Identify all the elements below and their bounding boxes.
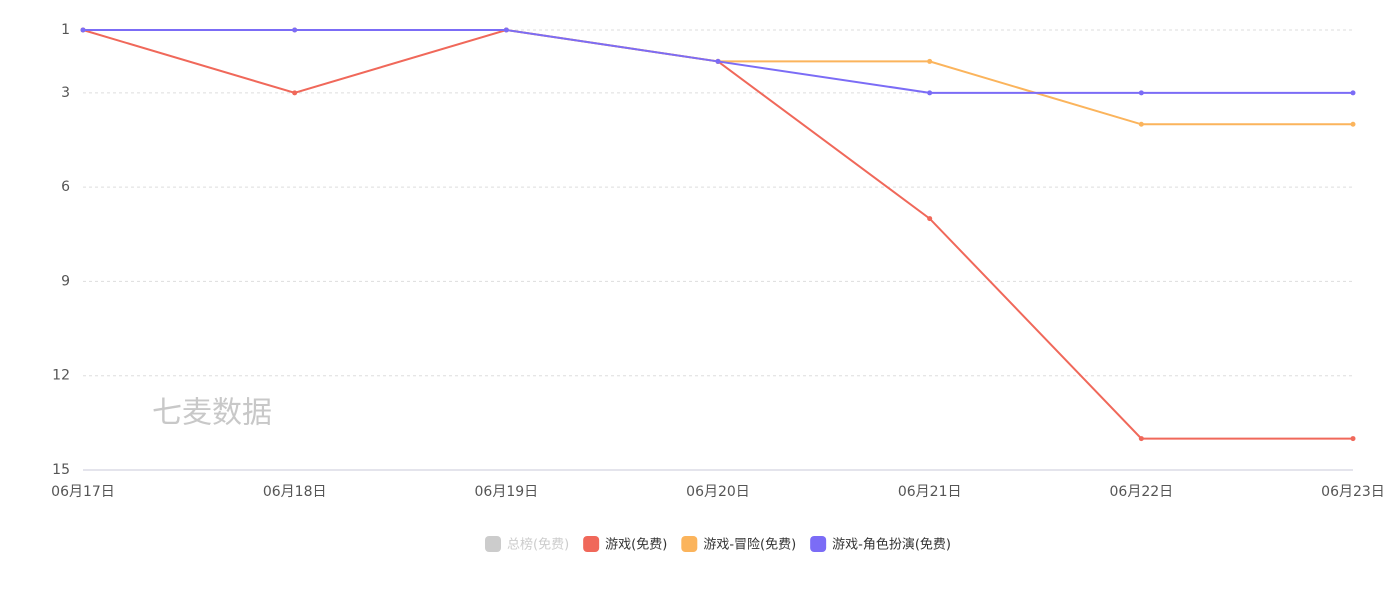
point [1350, 436, 1356, 442]
point [927, 90, 933, 96]
x-tick-label: 06月19日 [475, 484, 539, 500]
x-tick-label: 06月21日 [898, 484, 962, 500]
point [80, 27, 86, 33]
y-tick-label: 1 [61, 22, 70, 38]
point [292, 27, 298, 33]
y-tick-label: 15 [52, 462, 70, 478]
point [1138, 436, 1144, 442]
y-tick-label: 6 [61, 179, 70, 195]
x-tick-label: 06月20日 [686, 484, 750, 500]
legend-swatch [810, 536, 827, 552]
point [1138, 90, 1144, 96]
y-tick-label: 9 [61, 273, 70, 289]
x-tick-label: 06月23日 [1321, 484, 1385, 500]
y-tick-label: 3 [61, 85, 70, 101]
legend-label: 游戏-冒险(免费) [703, 538, 796, 553]
y-tick-label: 12 [52, 368, 70, 384]
point [927, 216, 933, 222]
legend-swatch [485, 536, 501, 552]
point [503, 27, 509, 33]
x-tick-label: 06月22日 [1110, 484, 1174, 500]
watermark: 七麦数据 [152, 396, 272, 431]
x-tick-label: 06月17日 [51, 484, 115, 500]
series-line [82, 28, 1353, 440]
legend-label: 游戏-角色扮演(免费) [832, 537, 951, 553]
point [715, 58, 721, 64]
point [927, 58, 933, 64]
point [1138, 121, 1144, 127]
point [1350, 90, 1356, 96]
x-tick-label: 06月18日 [263, 484, 327, 500]
legend-swatch [583, 536, 600, 552]
point [292, 90, 298, 96]
point [1350, 121, 1356, 127]
series-line [83, 29, 1353, 126]
legend-label: 总榜(免费) [507, 537, 569, 553]
legend-label: 游戏(免费) [605, 538, 667, 553]
legend-swatch [681, 536, 698, 552]
